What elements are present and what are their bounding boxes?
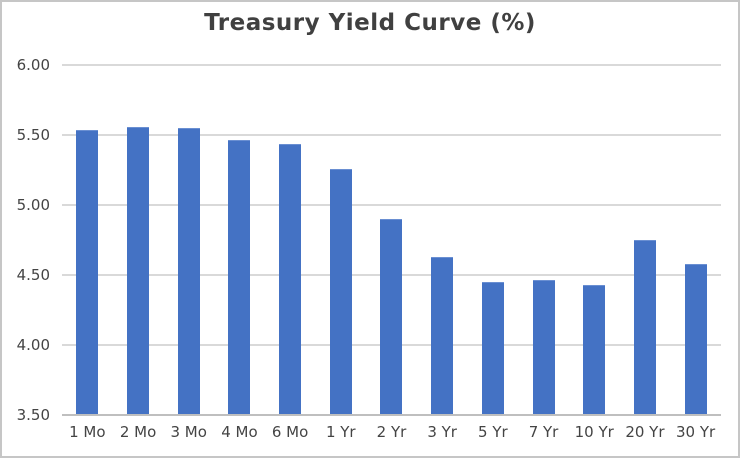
y-tick-label: 5.50 xyxy=(16,126,50,144)
gridline xyxy=(62,64,721,66)
x-tick-label: 4 Mo xyxy=(221,423,258,441)
bar-2-yr xyxy=(380,219,403,415)
x-tick-label: 2 Mo xyxy=(119,423,157,441)
y-tick-label: 5.00 xyxy=(16,196,50,214)
x-tick-label: 3 Yr xyxy=(427,423,457,441)
bar-slot xyxy=(569,65,620,415)
y-tick-label: 4.00 xyxy=(16,336,50,354)
x-tick-label: 20 Yr xyxy=(625,423,665,441)
bar-3-mo xyxy=(177,128,200,415)
x-tick-label: 30 Yr xyxy=(676,423,716,441)
bar-3-yr xyxy=(431,257,454,415)
bar-slot xyxy=(315,65,366,415)
bar-slot xyxy=(620,65,671,415)
bar-slot xyxy=(113,65,164,415)
x-axis-line xyxy=(62,414,721,416)
x-tick-label: 1 Mo xyxy=(69,423,106,441)
y-tick-label: 3.50 xyxy=(16,406,50,424)
bar-10-yr xyxy=(583,285,606,415)
x-axis: 1 Mo 2 Mo 3 Mo 4 Mo 6 Mo 1 Yr 2 Yr 3 Yr 5 Yr 7 Yr… xyxy=(62,423,721,441)
bar-slot xyxy=(163,65,214,415)
x-tick-label: 2 Yr xyxy=(376,423,407,441)
bar-slot xyxy=(518,65,569,415)
bar-slot xyxy=(366,65,417,415)
x-tick-label: 3 Mo xyxy=(170,423,207,441)
bar-slot xyxy=(265,65,316,415)
bars-container xyxy=(62,65,721,415)
gridline xyxy=(62,134,721,136)
bar-4-mo xyxy=(228,140,251,415)
bar-slot xyxy=(214,65,265,415)
x-tick-label: 10 Yr xyxy=(574,423,614,441)
plot-area xyxy=(62,64,721,416)
bar-slot xyxy=(468,65,519,415)
gridline xyxy=(62,204,721,206)
bar-5-yr xyxy=(481,282,504,415)
bar-slot xyxy=(62,65,113,415)
x-tick-label: 6 Mo xyxy=(271,423,309,441)
y-tick-label: 6.00 xyxy=(16,56,50,74)
bar-20-yr xyxy=(633,240,656,415)
bar-slot xyxy=(670,65,721,415)
x-tick-label: 5 Yr xyxy=(478,423,508,441)
bar-slot xyxy=(417,65,468,415)
bar-2-mo xyxy=(127,127,150,415)
bar-7-yr xyxy=(532,280,555,415)
bar-6-mo xyxy=(279,144,302,415)
x-tick-label: 1 Yr xyxy=(325,423,356,441)
bar-1-mo xyxy=(76,130,99,415)
chart-title: Treasury Yield Curve (%) xyxy=(204,10,536,36)
bar-30-yr xyxy=(684,264,707,415)
y-tick-label: 4.50 xyxy=(16,266,50,284)
x-tick-label: 7 Yr xyxy=(528,423,559,441)
bar-1-yr xyxy=(329,169,352,415)
